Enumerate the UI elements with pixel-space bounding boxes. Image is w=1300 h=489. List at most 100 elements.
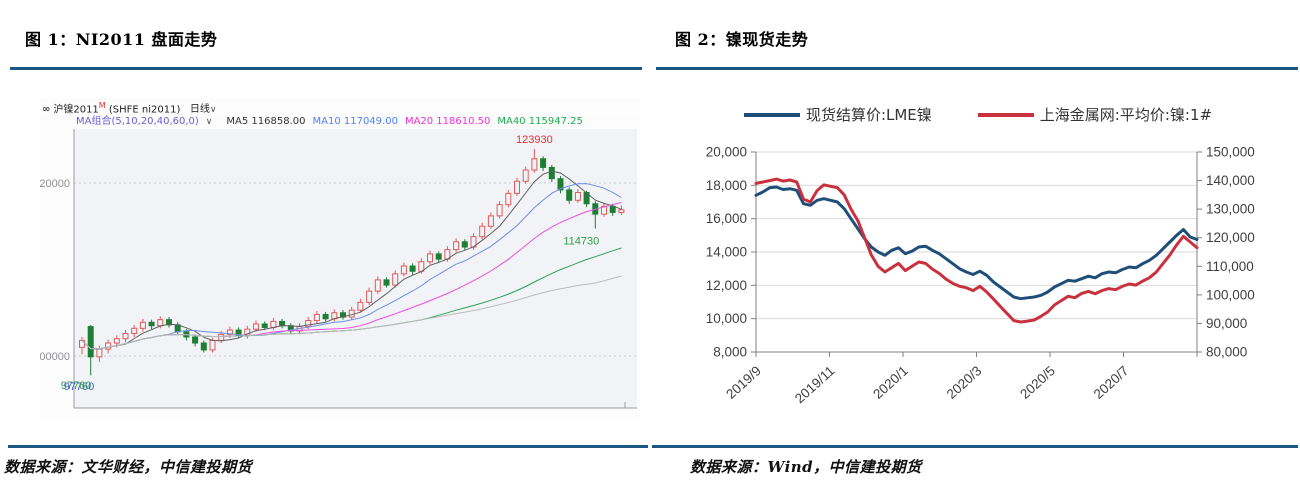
candle-body	[122, 333, 129, 340]
candle-body	[96, 348, 103, 358]
legend-item-shmet: 上海金属网:平均价:镍:1#	[977, 104, 1213, 125]
start-low-label: 97760	[61, 380, 92, 392]
figure2-top-rule	[656, 67, 1298, 70]
figure2-source: 数据来源：Wind，中信建投期货	[690, 458, 922, 476]
candle-body	[105, 342, 112, 350]
x-axis-label: 2020/7	[1091, 363, 1132, 402]
candle-body	[487, 215, 494, 227]
candle-body	[409, 265, 416, 272]
figure1-title: 图 1：NI2011 盘面走势	[25, 30, 218, 49]
ma-line	[81, 275, 622, 350]
legend-item-lme: 现货结算价:LME镍	[743, 104, 932, 125]
candle-body	[609, 205, 616, 213]
series-line	[754, 185, 1199, 301]
candle-body	[305, 320, 312, 328]
candle-body	[505, 192, 512, 206]
legend-label-shmet: 上海金属网:平均价:镍:1#	[1039, 106, 1213, 124]
candle-body	[261, 323, 268, 328]
candle-body	[166, 319, 172, 326]
ma-value: MA5 116858.00	[226, 116, 306, 127]
left-axis-label: 20,000	[706, 145, 747, 160]
candle-body	[226, 329, 233, 335]
ma-value: MA20 118610.50	[404, 116, 491, 127]
candle-body	[131, 327, 138, 335]
legend-label-lme: 现货结算价:LME镍	[805, 106, 932, 124]
series-line	[754, 177, 1199, 324]
candle-body	[531, 158, 538, 171]
candle-body	[87, 326, 94, 358]
x-axis-label: 2020/1	[870, 363, 911, 402]
main-contract-flag: M	[98, 101, 106, 110]
right-axis-label: 130,000	[1206, 202, 1255, 217]
candle-body	[566, 189, 573, 201]
symbol-bar: ∞ 沪镍2011M (SHFE ni2011) 日线∨	[40, 98, 640, 116]
low-price-label: 114730	[563, 236, 599, 248]
candle-body	[357, 301, 364, 311]
legend-line-blue	[743, 112, 800, 117]
contract-code: (SHFE ni2011)	[108, 104, 181, 116]
candle-body	[348, 309, 355, 318]
candle-body	[157, 319, 164, 327]
right-axis-label: 120,000	[1206, 230, 1255, 245]
right-axis-label: 90,000	[1206, 316, 1247, 331]
candle-body	[200, 342, 207, 351]
right-axis-label: 140,000	[1206, 173, 1255, 188]
candle-body	[618, 209, 625, 213]
left-axis-label: 16,000	[706, 211, 747, 226]
start-low-label-shadow: 97760	[64, 381, 95, 393]
candle-body	[479, 225, 486, 238]
candle-body	[461, 241, 468, 248]
candle-body	[400, 265, 407, 275]
right-axis-label: 100,000	[1206, 287, 1255, 302]
y-axis-tick-label: 120000	[40, 178, 70, 190]
high-price-label: 123930	[516, 134, 553, 146]
x-axis-label: 2020/3	[944, 363, 985, 402]
left-axis-label: 8,000	[713, 345, 747, 360]
candle-body	[383, 279, 390, 286]
ma-line	[81, 170, 622, 350]
left-axis-label: 12,000	[706, 278, 747, 293]
spot-price-line-chart: 20,000 18,000 16,000 14,000 12,000 10,000 8,00…	[706, 145, 1255, 407]
candle-body	[148, 321, 155, 327]
period-selector[interactable]: 日线∨	[189, 104, 217, 116]
candle-body	[139, 321, 146, 329]
candle-body	[235, 329, 242, 336]
ma-line	[81, 183, 622, 350]
legend-line-red	[977, 112, 1034, 117]
candle-body	[453, 241, 460, 251]
candle-body	[540, 158, 547, 168]
wenhua-logo-icon: ∞	[42, 104, 51, 116]
candle-body	[435, 253, 442, 260]
right-axis-label: 110,000	[1206, 259, 1254, 274]
candle-body	[392, 273, 399, 286]
contract-name: 沪镍2011	[53, 104, 99, 116]
ma-group-selector[interactable]: MA组合(5,10,20,40,60,0) ∨	[76, 116, 213, 127]
right-axis-label: 150,000	[1206, 145, 1255, 160]
candle-body	[253, 323, 259, 330]
ma-value: MA10 117049.00	[312, 116, 398, 127]
figure1-bottom-rule	[8, 445, 648, 448]
left-axis-label: 18,000	[706, 178, 747, 193]
ma-value: MA40 115947.25	[497, 116, 583, 127]
left-axis-label: 10,000	[706, 311, 747, 326]
candle-body	[279, 320, 286, 327]
ma-values: MA5 116858.00 MA10 117049.00 MA20 118610.5…	[226, 116, 589, 127]
chevron-down-icon: ∨	[209, 105, 217, 116]
candle-body	[192, 336, 199, 344]
figure1-source: 数据来源：文华财经，中信建投期货	[4, 458, 253, 476]
x-axis-label: 2019/11	[792, 363, 838, 406]
candle-body	[548, 166, 555, 180]
wenhua-candlestick-chart: ∞ 沪镍2011M (SHFE ni2011) 日线∨ MA组合(5,10,20,…	[33, 98, 640, 420]
candlestick-plot: 1200001000001239301147309776097760	[33, 129, 637, 409]
candle-body	[322, 313, 329, 320]
candle-body	[113, 338, 120, 344]
candle-body	[601, 205, 607, 215]
figure2-bottom-rule	[652, 445, 1298, 448]
figure1-top-rule	[10, 67, 642, 70]
candle-body	[366, 290, 373, 303]
candle-body	[574, 192, 581, 201]
x-axis-label: 2020/5	[1017, 363, 1058, 402]
left-axis-label: 14,000	[706, 245, 747, 260]
candle-body	[427, 253, 433, 263]
